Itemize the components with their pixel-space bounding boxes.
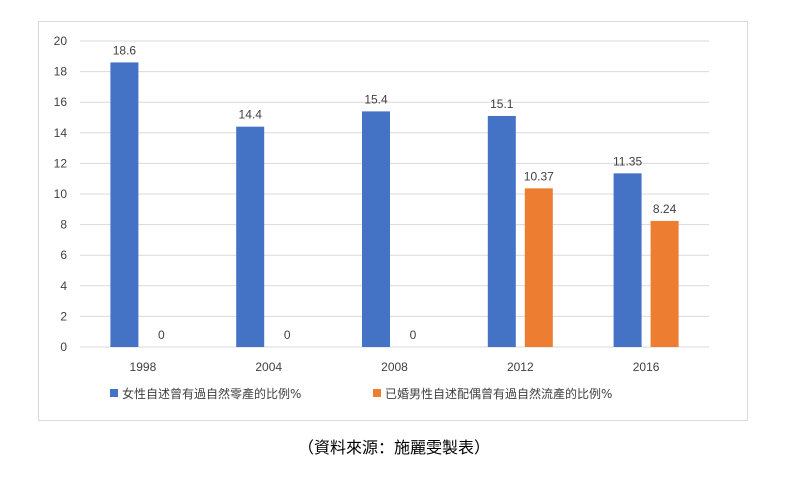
legend-swatch [373,389,381,397]
y-axis-ticks: 0 2 4 6 8 10 12 14 16 18 20 [54,34,68,354]
bar-female-1998 [110,62,139,348]
data-label: 11.35 [613,154,642,168]
data-label: 0 [410,328,417,342]
x-tick-label: 2004 [255,360,282,374]
y-tick-label: 18 [54,65,68,79]
data-label: 15.4 [364,92,388,106]
source-note: （資料來源：施麗雯製表） [297,438,490,457]
data-label: 10.37 [524,169,554,183]
legend-label: 女性自述曾有過自然零產的比例% [122,386,301,401]
legend-label: 已婚男性自述配偶曾有過自然流產的比例% [385,386,612,401]
y-tick-label: 2 [60,309,67,323]
y-tick-label: 20 [54,34,68,48]
data-label: 14.4 [239,108,263,122]
y-tick-label: 14 [54,126,68,140]
bars [110,62,679,348]
bar-female-2004 [236,126,265,348]
x-tick-label: 2008 [381,360,408,374]
y-tick-label: 4 [60,279,67,293]
y-tick-label: 12 [54,156,68,170]
data-label: 0 [158,328,165,342]
x-axis-ticks: 1998 2004 2008 2012 2016 [130,360,660,374]
data-label: 8.24 [653,202,677,216]
x-tick-label: 2012 [507,360,534,374]
data-label: 18.6 [113,43,137,57]
data-label: 15.1 [490,97,514,111]
data-label: 0 [284,328,291,342]
bar-female-2008 [362,111,390,347]
bar-male-2016 [650,220,679,347]
legend-swatch [110,389,118,397]
bar-female-2012 [487,115,516,347]
y-tick-label: 6 [60,248,67,262]
x-tick-label: 1998 [130,360,157,374]
y-tick-label: 10 [54,187,68,201]
data-labels: 18.6 0 14.4 0 15.4 0 15.1 10.37 11.35 8.24 [113,43,677,342]
y-tick-label: 0 [60,340,67,354]
bar-female-2016 [613,173,642,347]
y-tick-label: 16 [54,95,68,109]
legend: 女性自述曾有過自然零產的比例% 已婚男性自述配偶曾有過自然流產的比例% [110,386,612,401]
x-tick-label: 2016 [633,360,660,374]
y-tick-label: 8 [60,218,67,232]
gridlines [80,40,709,348]
bar-male-2012 [524,188,553,347]
bar-chart: 0 2 4 6 8 10 12 14 16 18 20 18.6 0 14.4 0 15.4 0 15.1 10.… [54,34,709,401]
chart-frame: 0 2 4 6 8 10 12 14 16 18 20 18.6 0 14.4 0 15.4 0 15.1 10.… [38,21,748,421]
